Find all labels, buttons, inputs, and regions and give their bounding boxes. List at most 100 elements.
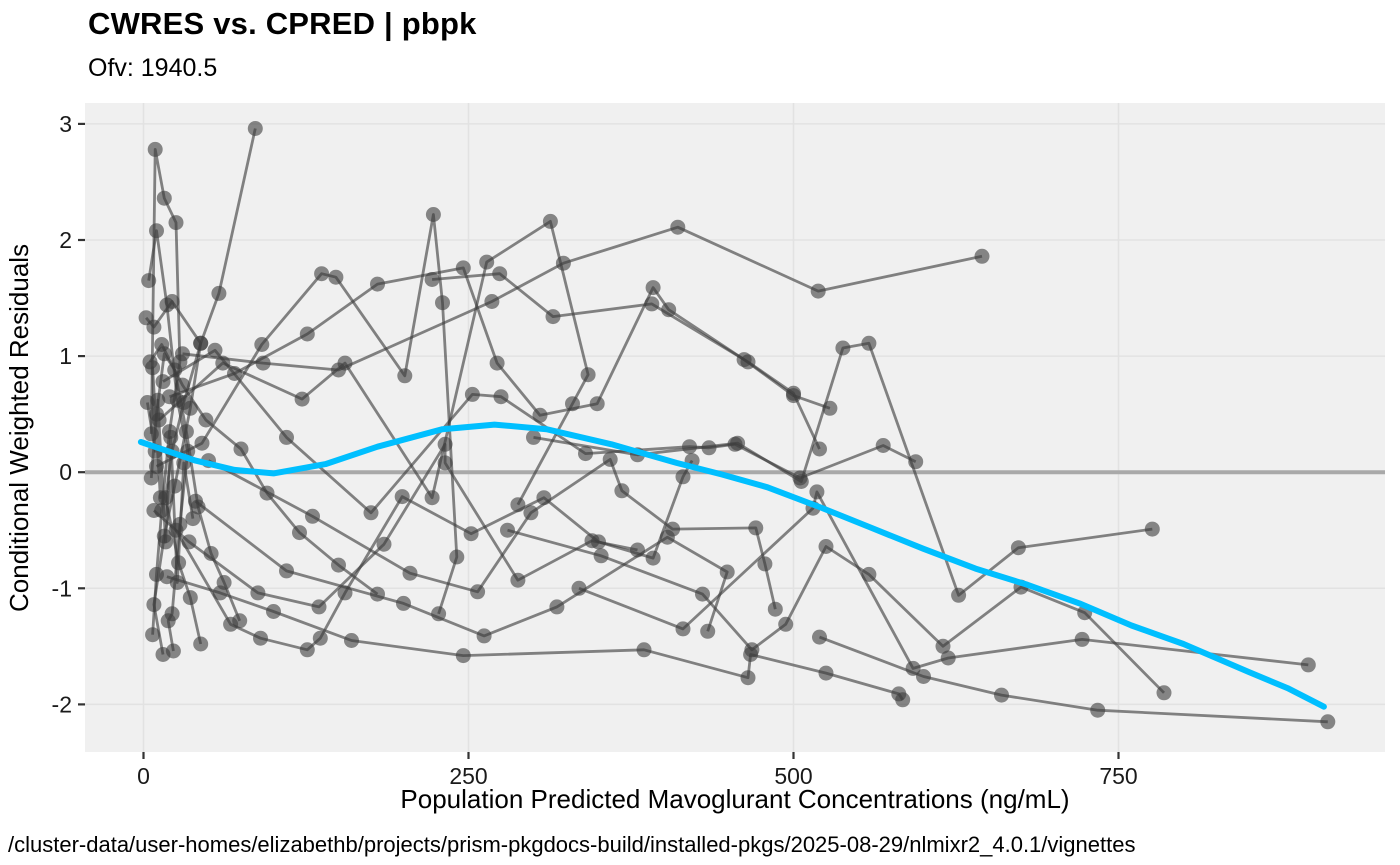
data-point <box>143 426 159 442</box>
data-point <box>449 549 465 565</box>
data-point <box>809 484 825 500</box>
data-point <box>580 367 596 383</box>
data-point <box>493 389 509 405</box>
x-tick-label: 750 <box>1099 763 1137 789</box>
data-point <box>152 490 168 506</box>
data-point <box>1074 631 1090 647</box>
data-point <box>1156 685 1172 701</box>
data-point <box>437 436 453 452</box>
data-point <box>215 355 231 371</box>
data-point <box>1090 702 1106 718</box>
data-point <box>193 335 209 351</box>
data-point <box>370 276 385 292</box>
data-point <box>1320 714 1336 730</box>
data-point <box>661 302 677 318</box>
data-point <box>160 613 176 629</box>
data-point <box>719 564 735 580</box>
data-point <box>701 440 717 456</box>
data-point <box>182 590 198 606</box>
data-point <box>565 396 580 412</box>
data-point <box>602 451 618 467</box>
data-point <box>292 525 307 541</box>
data-point <box>396 595 411 611</box>
data-point <box>875 438 891 453</box>
data-point <box>337 585 353 601</box>
data-point <box>935 638 951 654</box>
data-point <box>523 505 539 521</box>
data-point <box>331 557 346 573</box>
data-point <box>425 207 441 222</box>
data-point <box>156 346 172 362</box>
data-point <box>145 627 161 643</box>
y-tick-label: 1 <box>59 343 72 369</box>
data-point <box>744 642 760 658</box>
data-point <box>730 435 746 451</box>
data-point <box>141 273 157 289</box>
data-point <box>786 385 801 401</box>
data-point <box>489 355 505 371</box>
data-point <box>812 441 827 457</box>
data-point <box>645 550 661 566</box>
data-point <box>279 429 294 445</box>
data-point <box>455 260 471 276</box>
plot-panel <box>85 103 1385 752</box>
data-point <box>644 296 660 312</box>
data-point <box>376 536 392 552</box>
data-point <box>167 362 183 378</box>
data-point <box>150 392 166 408</box>
data-point <box>305 508 320 524</box>
data-point <box>757 556 773 572</box>
data-point <box>397 368 413 384</box>
data-point <box>216 575 232 590</box>
data-point <box>211 285 227 301</box>
data-point <box>232 613 248 629</box>
data-point <box>253 630 268 646</box>
data-point <box>176 395 192 410</box>
data-point <box>767 601 783 617</box>
subject-line <box>194 500 729 638</box>
data-point <box>266 604 281 619</box>
data-point <box>682 439 697 455</box>
data-point <box>424 490 440 506</box>
data-point <box>940 650 956 666</box>
data-point <box>203 546 219 561</box>
data-point <box>675 621 691 637</box>
data-point <box>916 669 931 684</box>
data-point <box>994 687 1009 703</box>
x-tick-label: 250 <box>449 763 487 789</box>
data-point <box>165 643 181 659</box>
data-point <box>175 377 190 393</box>
data-point <box>233 441 249 457</box>
data-point <box>149 223 164 239</box>
data-point <box>175 346 190 362</box>
data-point <box>163 429 179 445</box>
data-point <box>492 266 508 282</box>
data-point <box>614 483 630 499</box>
y-tick-label: 0 <box>59 459 72 485</box>
data-point <box>740 354 756 370</box>
data-point <box>695 586 710 602</box>
data-point <box>370 586 385 602</box>
data-point <box>778 616 794 632</box>
data-point <box>155 374 171 390</box>
data-point <box>589 396 605 412</box>
data-point <box>951 587 967 603</box>
data-point <box>168 522 184 538</box>
data-point <box>279 563 294 579</box>
data-point <box>700 623 716 639</box>
data-point <box>328 269 344 285</box>
data-point <box>156 190 172 206</box>
data-point <box>181 534 197 550</box>
data-point <box>424 272 440 287</box>
data-point <box>1144 521 1160 537</box>
data-point <box>532 407 548 423</box>
data-point <box>895 692 911 708</box>
data-point <box>198 412 214 428</box>
data-point <box>510 497 526 513</box>
data-point <box>168 215 184 231</box>
data-point <box>484 294 500 309</box>
data-point <box>250 585 266 601</box>
y-tick-label: 2 <box>59 227 72 253</box>
data-point <box>167 478 183 494</box>
